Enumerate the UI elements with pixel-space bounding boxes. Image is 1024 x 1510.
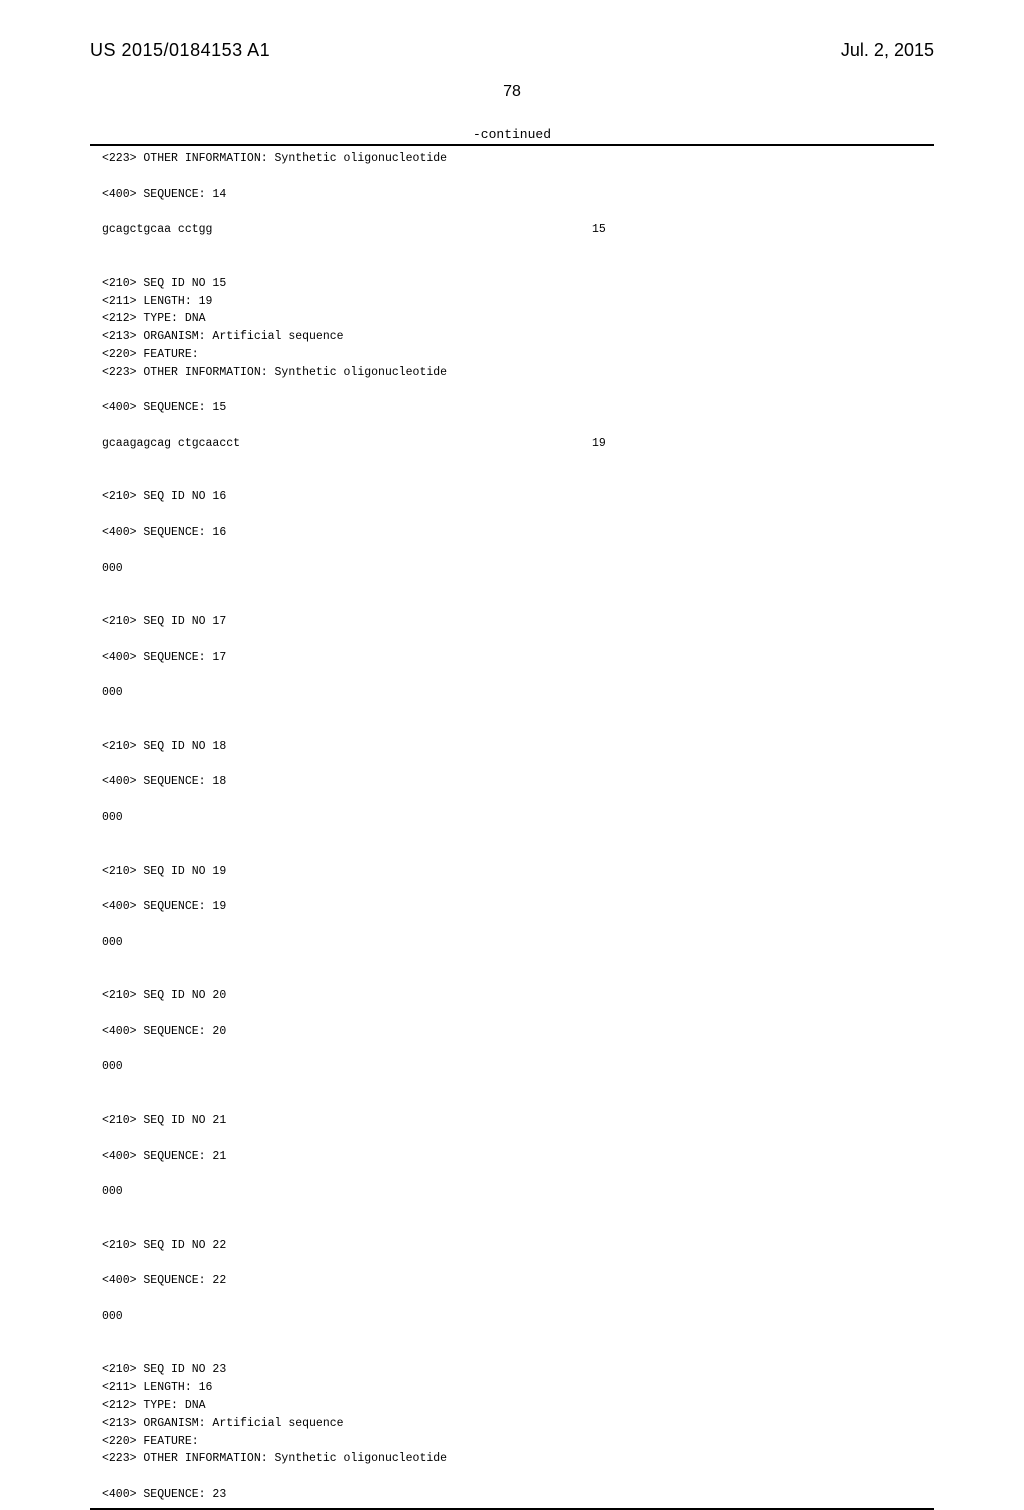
publication-number: US 2015/0184153 A1 xyxy=(90,40,270,61)
page-container: US 2015/0184153 A1 Jul. 2, 2015 78 -cont… xyxy=(0,0,1024,1320)
sequence-listing-content: <223> OTHER INFORMATION: Synthetic oligo… xyxy=(90,150,934,1504)
continued-label: -continued xyxy=(90,127,934,142)
page-number: 78 xyxy=(90,83,934,101)
header-row: US 2015/0184153 A1 Jul. 2, 2015 xyxy=(90,40,934,61)
sequence-listing-box: <223> OTHER INFORMATION: Synthetic oligo… xyxy=(90,144,934,1510)
publication-date: Jul. 2, 2015 xyxy=(841,40,934,61)
